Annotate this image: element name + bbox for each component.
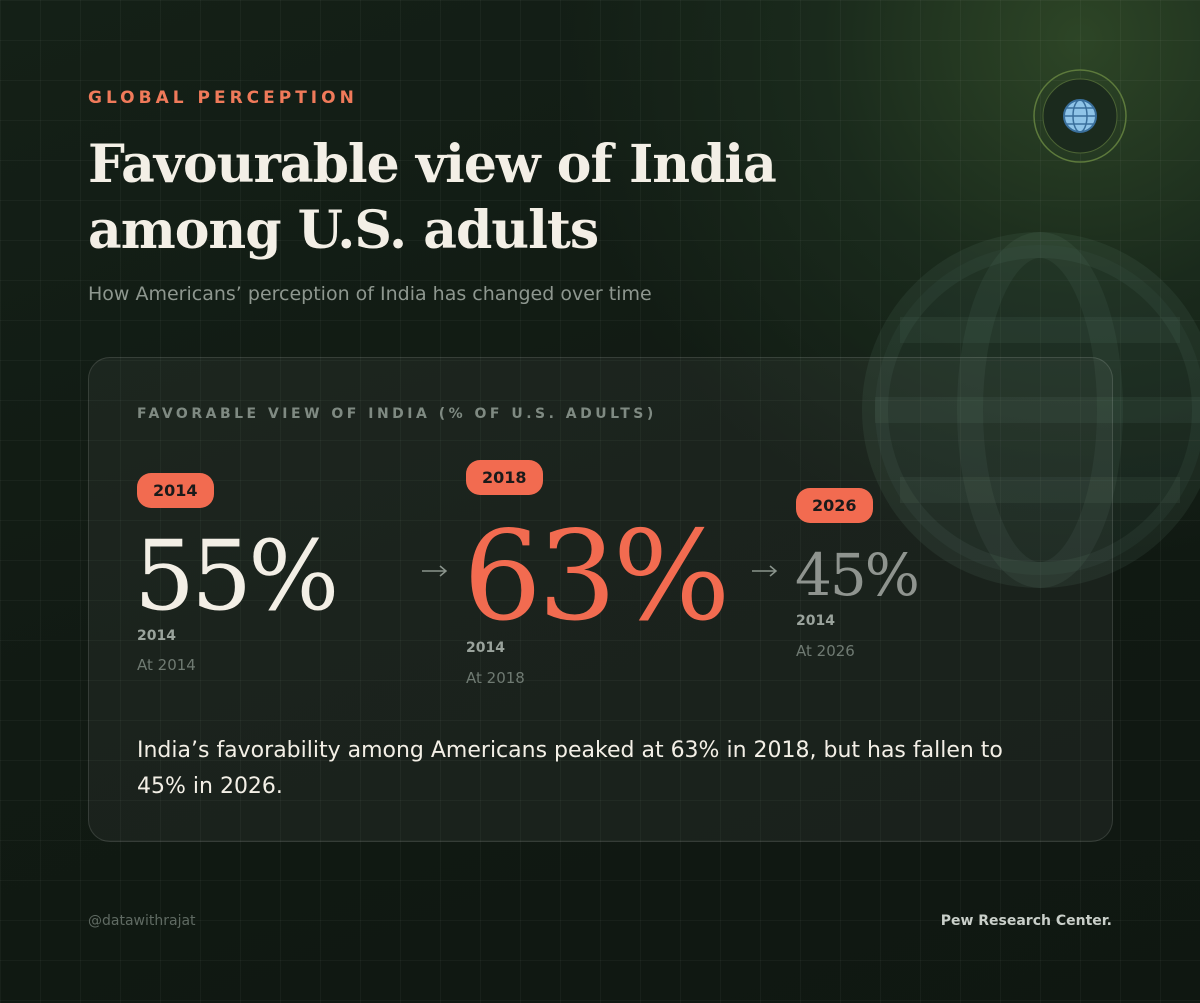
stat-value: 55% [134,520,339,632]
arrow [422,565,448,577]
stat-caption: At 2014 [137,656,196,674]
stat-caption: At 2026 [796,642,855,660]
stat-year: 2014 [137,628,176,644]
handle: @datawithrajat [88,913,196,929]
globe-badge [1033,69,1127,163]
year-badge: 2026 [796,488,873,523]
year-badge: 2018 [466,460,543,495]
title: Favourable view of India among U.S. adul… [88,134,777,261]
arrow [752,565,778,577]
card [88,357,1113,842]
background-globe [862,232,1200,588]
stat-year: 2014 [796,613,835,629]
stat-caption: At 2018 [466,669,525,687]
year-badge: 2014 [137,473,214,508]
stat-year: 2014 [466,640,505,656]
card-label: FAVORABLE VIEW OF INDIA (% OF U.S. ADULT… [137,406,657,422]
source: Pew Research Center. [940,913,1112,929]
eyebrow: GLOBAL PERCEPTION [88,88,358,108]
summary: India’s favorability among Americans pea… [137,738,1003,799]
stat-value: 63% [463,505,731,649]
stat-value: 45% [795,541,920,609]
subtitle: How Americans’ perception of India has c… [88,283,652,305]
